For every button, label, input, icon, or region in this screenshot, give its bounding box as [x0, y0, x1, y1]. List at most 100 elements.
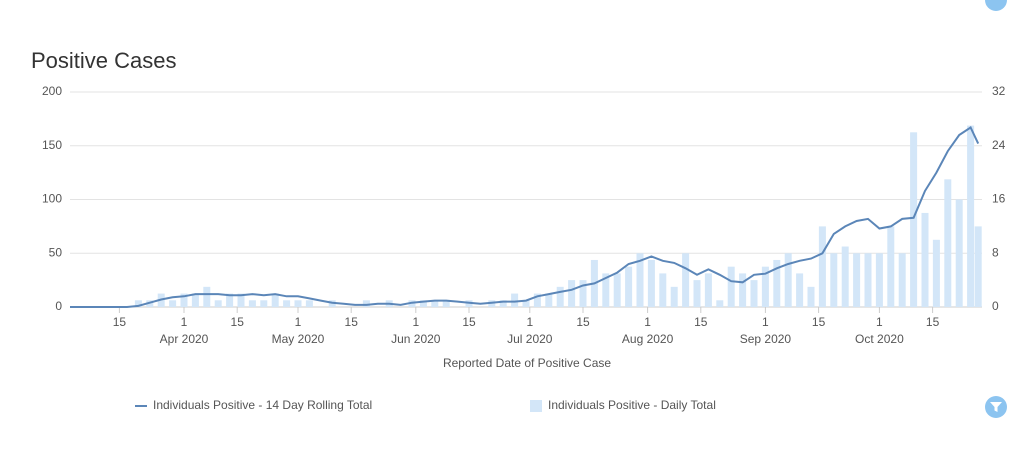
legend-label: Individuals Positive - 14 Day Rolling To… — [153, 398, 372, 412]
legend-swatch — [530, 400, 542, 412]
bar — [647, 259, 655, 307]
x-tick-label: 15 — [231, 315, 245, 329]
bar — [659, 273, 667, 307]
x-tick-label: 15 — [462, 315, 476, 329]
y-tick-label: 150 — [42, 138, 62, 152]
bar — [796, 273, 804, 307]
x-tick-label: 1 — [412, 315, 419, 329]
chart-title: Positive Cases — [31, 48, 177, 73]
bar — [305, 300, 313, 307]
bar — [271, 293, 279, 307]
x-tick-label: 1 — [876, 315, 883, 329]
bar — [533, 293, 541, 307]
y-tick-label: 0 — [55, 299, 62, 313]
y-tick-label: 100 — [42, 192, 62, 206]
x-tick-label: 1 — [295, 315, 302, 329]
bar — [568, 280, 576, 307]
bar — [579, 280, 587, 307]
y2-tick-label: 0 — [992, 299, 999, 313]
x-tick-label: 15 — [926, 315, 940, 329]
bar — [419, 300, 427, 307]
y2-tick-label: 32 — [992, 84, 1006, 98]
bar — [180, 293, 188, 307]
y2-tick-label: 16 — [992, 192, 1006, 206]
bar — [693, 280, 701, 307]
bar — [511, 293, 519, 307]
bar — [853, 253, 861, 307]
bar — [955, 199, 963, 307]
legend-label: Individuals Positive - Daily Total — [548, 398, 716, 412]
bar — [974, 226, 982, 307]
bar — [750, 280, 758, 307]
x-tick-sublabel: Jun 2020 — [391, 332, 441, 346]
bar — [442, 300, 450, 307]
bar — [214, 300, 222, 307]
line — [70, 126, 980, 308]
bar — [682, 253, 690, 307]
bar — [944, 179, 952, 307]
bar — [807, 286, 815, 307]
bar — [727, 266, 735, 307]
x-tick-sublabel: Apr 2020 — [160, 332, 209, 346]
bar — [191, 293, 199, 307]
bar — [830, 253, 838, 307]
bar — [932, 239, 940, 307]
bar — [898, 253, 906, 307]
bar — [636, 253, 644, 307]
bar — [237, 293, 245, 307]
x-tick-sublabel: Aug 2020 — [622, 332, 674, 346]
bar — [921, 212, 929, 307]
bar — [967, 125, 975, 307]
bar — [818, 226, 826, 307]
y2-tick-label: 8 — [992, 245, 999, 259]
bar — [761, 266, 769, 307]
bar — [602, 273, 610, 307]
bar — [226, 293, 234, 307]
y2-tick-label: 24 — [992, 138, 1006, 152]
bar — [910, 132, 918, 307]
bar — [203, 286, 211, 307]
bar — [864, 253, 872, 307]
bar — [522, 300, 530, 307]
bar — [545, 293, 553, 307]
x-tick-label: 1 — [181, 315, 188, 329]
bar — [704, 273, 712, 307]
x-tick-label: 1 — [762, 315, 769, 329]
bar — [670, 286, 678, 307]
filter-icon — [990, 402, 1002, 412]
bar — [248, 300, 256, 307]
bar — [625, 266, 633, 307]
bar — [875, 253, 883, 307]
bar — [169, 300, 177, 307]
bar — [887, 226, 895, 307]
bar — [260, 300, 268, 307]
bar — [613, 273, 621, 307]
bar — [431, 300, 439, 307]
bar — [784, 253, 792, 307]
bar — [362, 300, 370, 307]
x-tick-sublabel: Sep 2020 — [740, 332, 792, 346]
y-tick-label: 200 — [42, 84, 62, 98]
y-tick-label: 50 — [49, 245, 63, 259]
x-tick-label: 15 — [576, 315, 590, 329]
bar — [499, 300, 507, 307]
bar — [739, 273, 747, 307]
bar — [283, 300, 291, 307]
x-tick-label: 15 — [812, 315, 826, 329]
bar — [841, 246, 849, 307]
bar — [134, 300, 142, 307]
menu-button[interactable] — [985, 0, 1007, 11]
x-tick-label: 1 — [644, 315, 651, 329]
bar — [294, 300, 302, 307]
x-tick-label: 15 — [345, 315, 359, 329]
x-tick-sublabel: Oct 2020 — [855, 332, 904, 346]
x-tick-sublabel: Jul 2020 — [507, 332, 553, 346]
bar — [556, 286, 564, 307]
bar — [773, 259, 781, 307]
x-axis-label: Reported Date of Positive Case — [443, 356, 611, 370]
x-tick-sublabel: May 2020 — [272, 332, 325, 346]
x-tick-label: 15 — [694, 315, 708, 329]
x-tick-label: 1 — [526, 315, 533, 329]
bar — [716, 300, 724, 307]
